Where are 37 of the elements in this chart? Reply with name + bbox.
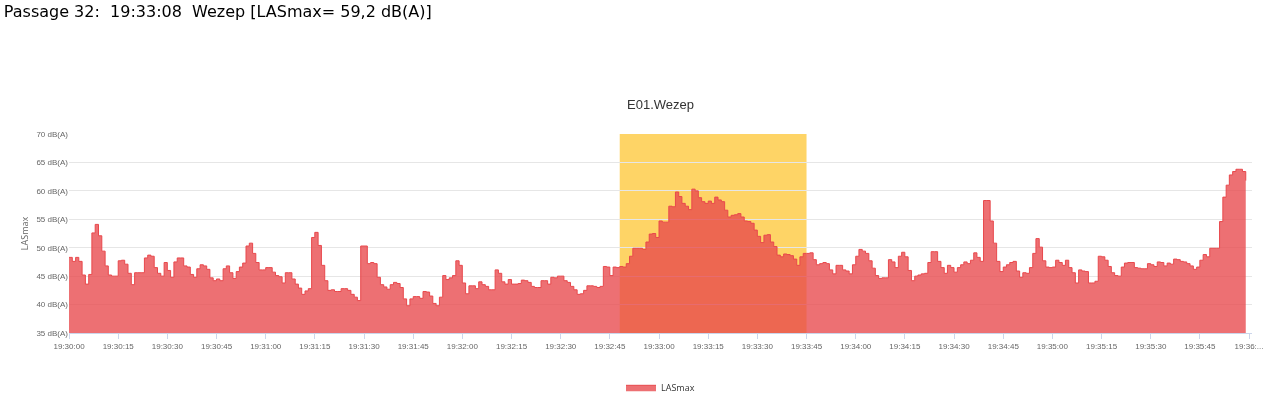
x-tick-label: 19:34:00 xyxy=(840,341,872,351)
x-tick-label: 19:36:... xyxy=(1234,341,1264,351)
y-tick-label: 50 dB(A) xyxy=(36,243,69,253)
x-tick-label: 19:34:15 xyxy=(889,341,921,351)
x-tick-label: 19:31:15 xyxy=(299,341,331,351)
x-tick-label: 19:35:00 xyxy=(1036,341,1069,351)
y-tick-label: 45 dB(A) xyxy=(36,271,69,281)
y-tick-label: 70 dB(A) xyxy=(36,129,69,139)
x-tick-label: 19:35:30 xyxy=(1135,341,1167,351)
y-tick-label: 40 dB(A) xyxy=(36,300,69,310)
chart-title: Passage 32: 19:33:08 Wezep [LASmax= 59,2 dB(A)] xyxy=(3,2,432,22)
y-tick-label: 65 dB(A) xyxy=(36,158,69,168)
x-tick-label: 19:32:00 xyxy=(446,341,479,351)
x-tick-label: 19:30:45 xyxy=(200,341,233,351)
x-tick-label: 19:34:45 xyxy=(987,341,1020,351)
y-tick-label: 35 dB(A) xyxy=(36,328,69,338)
x-tick-label: 19:33:15 xyxy=(692,341,725,351)
chart-subtitle: E01.Wezep xyxy=(627,97,694,112)
x-tick-label: 19:34:30 xyxy=(938,341,971,351)
x-tick-label: 19:32:45 xyxy=(594,341,626,351)
x-tick-label: 19:33:00 xyxy=(643,341,676,351)
x-tick-label: 19:31:30 xyxy=(348,341,381,351)
x-tick-label: 19:33:30 xyxy=(741,341,774,351)
x-tick-label: 19:30:15 xyxy=(102,341,135,351)
x-tick-label: 19:35:15 xyxy=(1085,341,1118,351)
x-tick-label: 19:32:15 xyxy=(495,341,528,351)
legend-label: LASmax xyxy=(661,380,695,394)
x-tick-label: 19:30:00 xyxy=(53,341,86,351)
x-tick-label: 19:35:45 xyxy=(1184,341,1216,351)
x-tick-label: 19:31:00 xyxy=(250,341,282,351)
x-tick-label: 19:32:30 xyxy=(545,341,577,351)
x-tick-label: 19:31:45 xyxy=(397,341,430,351)
x-tick-label: 19:30:30 xyxy=(151,341,184,351)
y-axis-title: LASmax xyxy=(17,216,31,251)
y-tick-label: 55 dB(A) xyxy=(36,215,69,225)
y-tick-label: 60 dB(A) xyxy=(36,186,69,196)
x-tick-label: 19:33:45 xyxy=(790,341,823,351)
